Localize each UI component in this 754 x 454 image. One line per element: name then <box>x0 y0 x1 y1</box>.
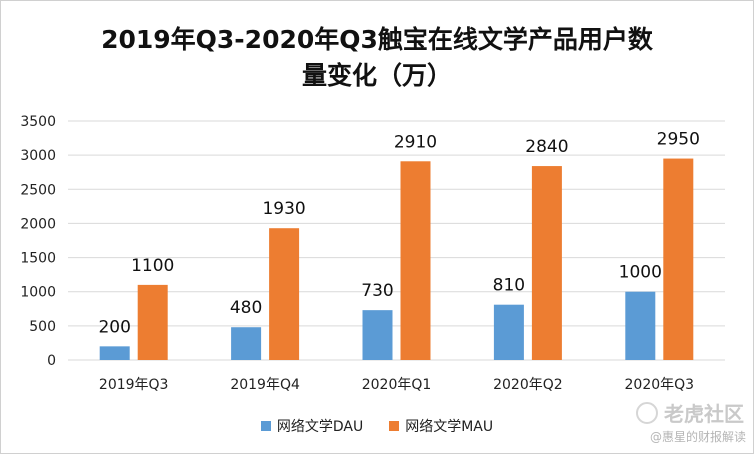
y-tick-label: 2000 <box>20 216 56 232</box>
legend-label-dau: 网络文学DAU <box>276 419 364 435</box>
x-tick-label: 2020年Q2 <box>493 377 563 393</box>
bar-dau <box>231 327 262 360</box>
data-label: 810 <box>493 276 525 296</box>
chart-title-line2: 量变化（万） <box>301 61 452 90</box>
bar-dau <box>99 346 130 360</box>
data-label: 1930 <box>262 199 305 219</box>
data-label: 200 <box>98 317 130 337</box>
data-label: 1000 <box>619 263 662 283</box>
legend-swatch-mau <box>389 421 400 431</box>
watermark-text: 老虎社区 <box>664 402 744 426</box>
data-label: 730 <box>361 281 393 301</box>
y-tick-label: 3500 <box>20 114 56 130</box>
y-tick-label: 2500 <box>20 182 56 198</box>
y-tick-label: 1500 <box>20 251 56 267</box>
bar-dau <box>493 304 524 360</box>
data-label: 2950 <box>657 130 700 150</box>
legend-label-mau: 网络文学MAU <box>405 419 494 435</box>
y-tick-label: 0 <box>47 353 56 369</box>
y-tick-label: 1000 <box>20 285 56 301</box>
bar-dau <box>625 291 656 360</box>
x-tick-label: 2020年Q1 <box>362 377 432 393</box>
watermark-subtext: @惠星的财报解读 <box>649 430 746 444</box>
bar-mau <box>269 228 300 360</box>
data-label: 480 <box>230 298 262 318</box>
x-tick-label: 2020年Q3 <box>625 377 695 393</box>
chart-title-line1: 2019年Q3-2020年Q3触宝在线文学产品用户数 <box>101 25 653 54</box>
bar-mau <box>400 161 431 360</box>
bar-mau <box>137 284 168 360</box>
bar-mau <box>663 158 694 360</box>
bar-dau <box>362 310 393 360</box>
data-label: 1100 <box>131 256 174 276</box>
legend-item-dau: 网络文学DAU <box>260 416 364 436</box>
data-label: 2910 <box>394 132 437 152</box>
y-tick-label: 500 <box>29 319 56 335</box>
legend-item-mau: 网络文学MAU <box>389 416 493 436</box>
legend: 网络文学DAU 网络文学MAU <box>0 416 754 436</box>
bar-mau <box>531 166 562 360</box>
legend-swatch-dau <box>260 421 271 431</box>
y-tick-label: 3000 <box>20 148 56 164</box>
data-label: 2840 <box>525 137 568 157</box>
watermark: 老虎社区 <box>636 398 744 427</box>
x-tick-label: 2019年Q3 <box>99 377 169 393</box>
tiger-logo-icon <box>636 401 658 424</box>
x-tick-label: 2019年Q4 <box>230 377 300 393</box>
